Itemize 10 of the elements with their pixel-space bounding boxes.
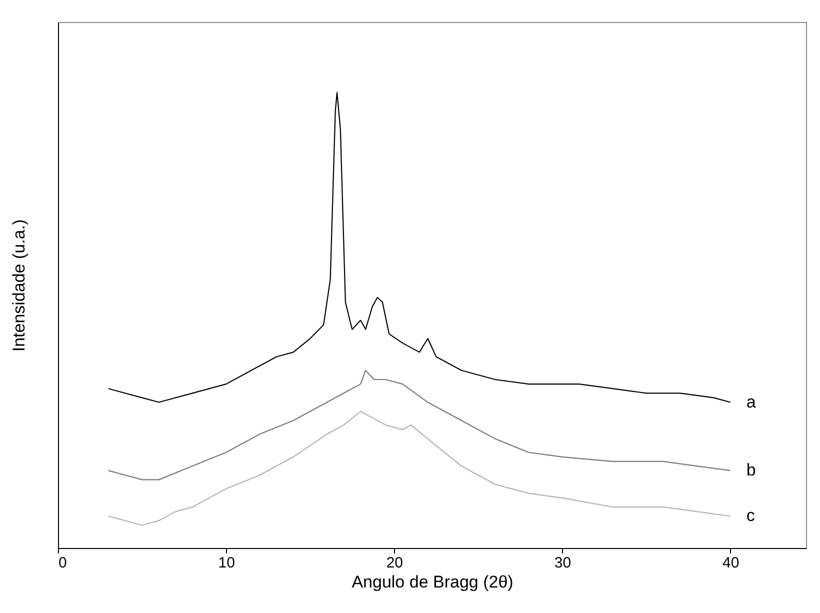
x-tick-label: 20: [386, 554, 404, 572]
x-tick-label: 30: [554, 554, 572, 572]
series-label: a: [746, 392, 756, 412]
x-axis-title: Angulo de Bragg (2θ): [352, 572, 514, 592]
x-tick-label: 10: [218, 554, 235, 572]
y-axis-title: Intensidade (u.a.): [10, 219, 28, 352]
series-label: b: [746, 460, 756, 480]
x-tick-label: 40: [722, 554, 740, 572]
series-label: c: [746, 506, 756, 526]
x-tick-label: 0: [58, 554, 67, 572]
